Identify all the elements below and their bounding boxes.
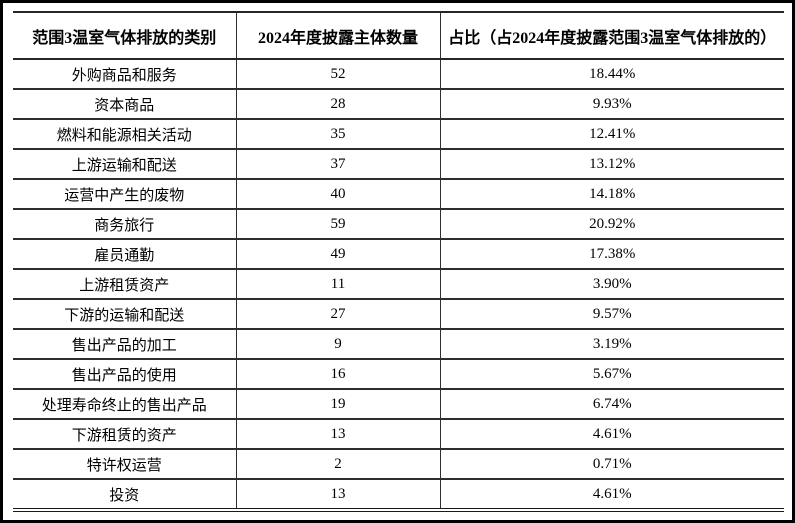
cell-count: 19 bbox=[236, 389, 441, 420]
cell-count: 13 bbox=[236, 419, 441, 450]
cell-count: 28 bbox=[236, 89, 441, 120]
table-row: 资本商品 28 9.93% bbox=[13, 89, 784, 120]
table-row: 下游的运输和配送 27 9.57% bbox=[13, 299, 784, 330]
table-body: 外购商品和服务 52 18.44% 资本商品 28 9.93% 燃料和能源相关活… bbox=[13, 59, 784, 512]
cell-category: 下游租赁的资产 bbox=[13, 419, 237, 450]
scope3-emissions-table: 范围3温室气体排放的类别 2024年度披露主体数量 占比（占2024年度披露范围… bbox=[13, 11, 784, 512]
cell-share: 9.57% bbox=[440, 299, 784, 330]
table-row: 商务旅行 59 20.92% bbox=[13, 209, 784, 240]
header-row: 范围3温室气体排放的类别 2024年度披露主体数量 占比（占2024年度披露范围… bbox=[13, 11, 784, 60]
table-row: 投资 13 4.61% bbox=[13, 479, 784, 512]
cell-category: 投资 bbox=[13, 479, 237, 512]
table-row: 外购商品和服务 52 18.44% bbox=[13, 59, 784, 90]
cell-category: 外购商品和服务 bbox=[13, 59, 237, 90]
cell-count: 16 bbox=[236, 359, 441, 390]
cell-count: 9 bbox=[236, 329, 441, 360]
cell-category: 商务旅行 bbox=[13, 209, 237, 240]
cell-category: 上游租赁资产 bbox=[13, 269, 237, 300]
cell-share: 18.44% bbox=[440, 59, 784, 90]
cell-category: 售出产品的使用 bbox=[13, 359, 237, 390]
cell-count: 13 bbox=[236, 479, 441, 512]
cell-category: 处理寿命终止的售出产品 bbox=[13, 389, 237, 420]
cell-count: 27 bbox=[236, 299, 441, 330]
cell-category: 上游运输和配送 bbox=[13, 149, 237, 180]
cell-share: 0.71% bbox=[440, 449, 784, 480]
cell-share: 14.18% bbox=[440, 179, 784, 210]
cell-share: 3.90% bbox=[440, 269, 784, 300]
cell-share: 9.93% bbox=[440, 89, 784, 120]
table-row: 售出产品的加工 9 3.19% bbox=[13, 329, 784, 360]
cell-share: 13.12% bbox=[440, 149, 784, 180]
cell-count: 11 bbox=[236, 269, 441, 300]
cell-count: 49 bbox=[236, 239, 441, 270]
column-header-share: 占比（占2024年度披露范围3温室气体排放的） bbox=[440, 11, 784, 60]
cell-category: 特许权运营 bbox=[13, 449, 237, 480]
cell-share: 6.74% bbox=[440, 389, 784, 420]
cell-count: 59 bbox=[236, 209, 441, 240]
table-header: 范围3温室气体排放的类别 2024年度披露主体数量 占比（占2024年度披露范围… bbox=[13, 11, 784, 60]
cell-category: 资本商品 bbox=[13, 89, 237, 120]
cell-share: 12.41% bbox=[440, 119, 784, 150]
table-row: 处理寿命终止的售出产品 19 6.74% bbox=[13, 389, 784, 420]
table-row: 燃料和能源相关活动 35 12.41% bbox=[13, 119, 784, 150]
cell-count: 52 bbox=[236, 59, 441, 90]
cell-share: 3.19% bbox=[440, 329, 784, 360]
table-row: 雇员通勤 49 17.38% bbox=[13, 239, 784, 270]
cell-share: 20.92% bbox=[440, 209, 784, 240]
column-header-count: 2024年度披露主体数量 bbox=[236, 11, 441, 60]
cell-share: 4.61% bbox=[440, 419, 784, 450]
table-row: 下游租赁的资产 13 4.61% bbox=[13, 419, 784, 450]
column-header-category: 范围3温室气体排放的类别 bbox=[13, 11, 237, 60]
table-row: 特许权运营 2 0.71% bbox=[13, 449, 784, 480]
table-row: 上游运输和配送 37 13.12% bbox=[13, 149, 784, 180]
cell-count: 35 bbox=[236, 119, 441, 150]
table-row: 上游租赁资产 11 3.90% bbox=[13, 269, 784, 300]
cell-category: 雇员通勤 bbox=[13, 239, 237, 270]
cell-category: 下游的运输和配送 bbox=[13, 299, 237, 330]
table-row: 运营中产生的废物 40 14.18% bbox=[13, 179, 784, 210]
cell-count: 2 bbox=[236, 449, 441, 480]
cell-category: 运营中产生的废物 bbox=[13, 179, 237, 210]
cell-share: 4.61% bbox=[440, 479, 784, 512]
cell-category: 燃料和能源相关活动 bbox=[13, 119, 237, 150]
table-row: 售出产品的使用 16 5.67% bbox=[13, 359, 784, 390]
cell-share: 5.67% bbox=[440, 359, 784, 390]
cell-category: 售出产品的加工 bbox=[13, 329, 237, 360]
cell-count: 37 bbox=[236, 149, 441, 180]
cell-share: 17.38% bbox=[440, 239, 784, 270]
cell-count: 40 bbox=[236, 179, 441, 210]
